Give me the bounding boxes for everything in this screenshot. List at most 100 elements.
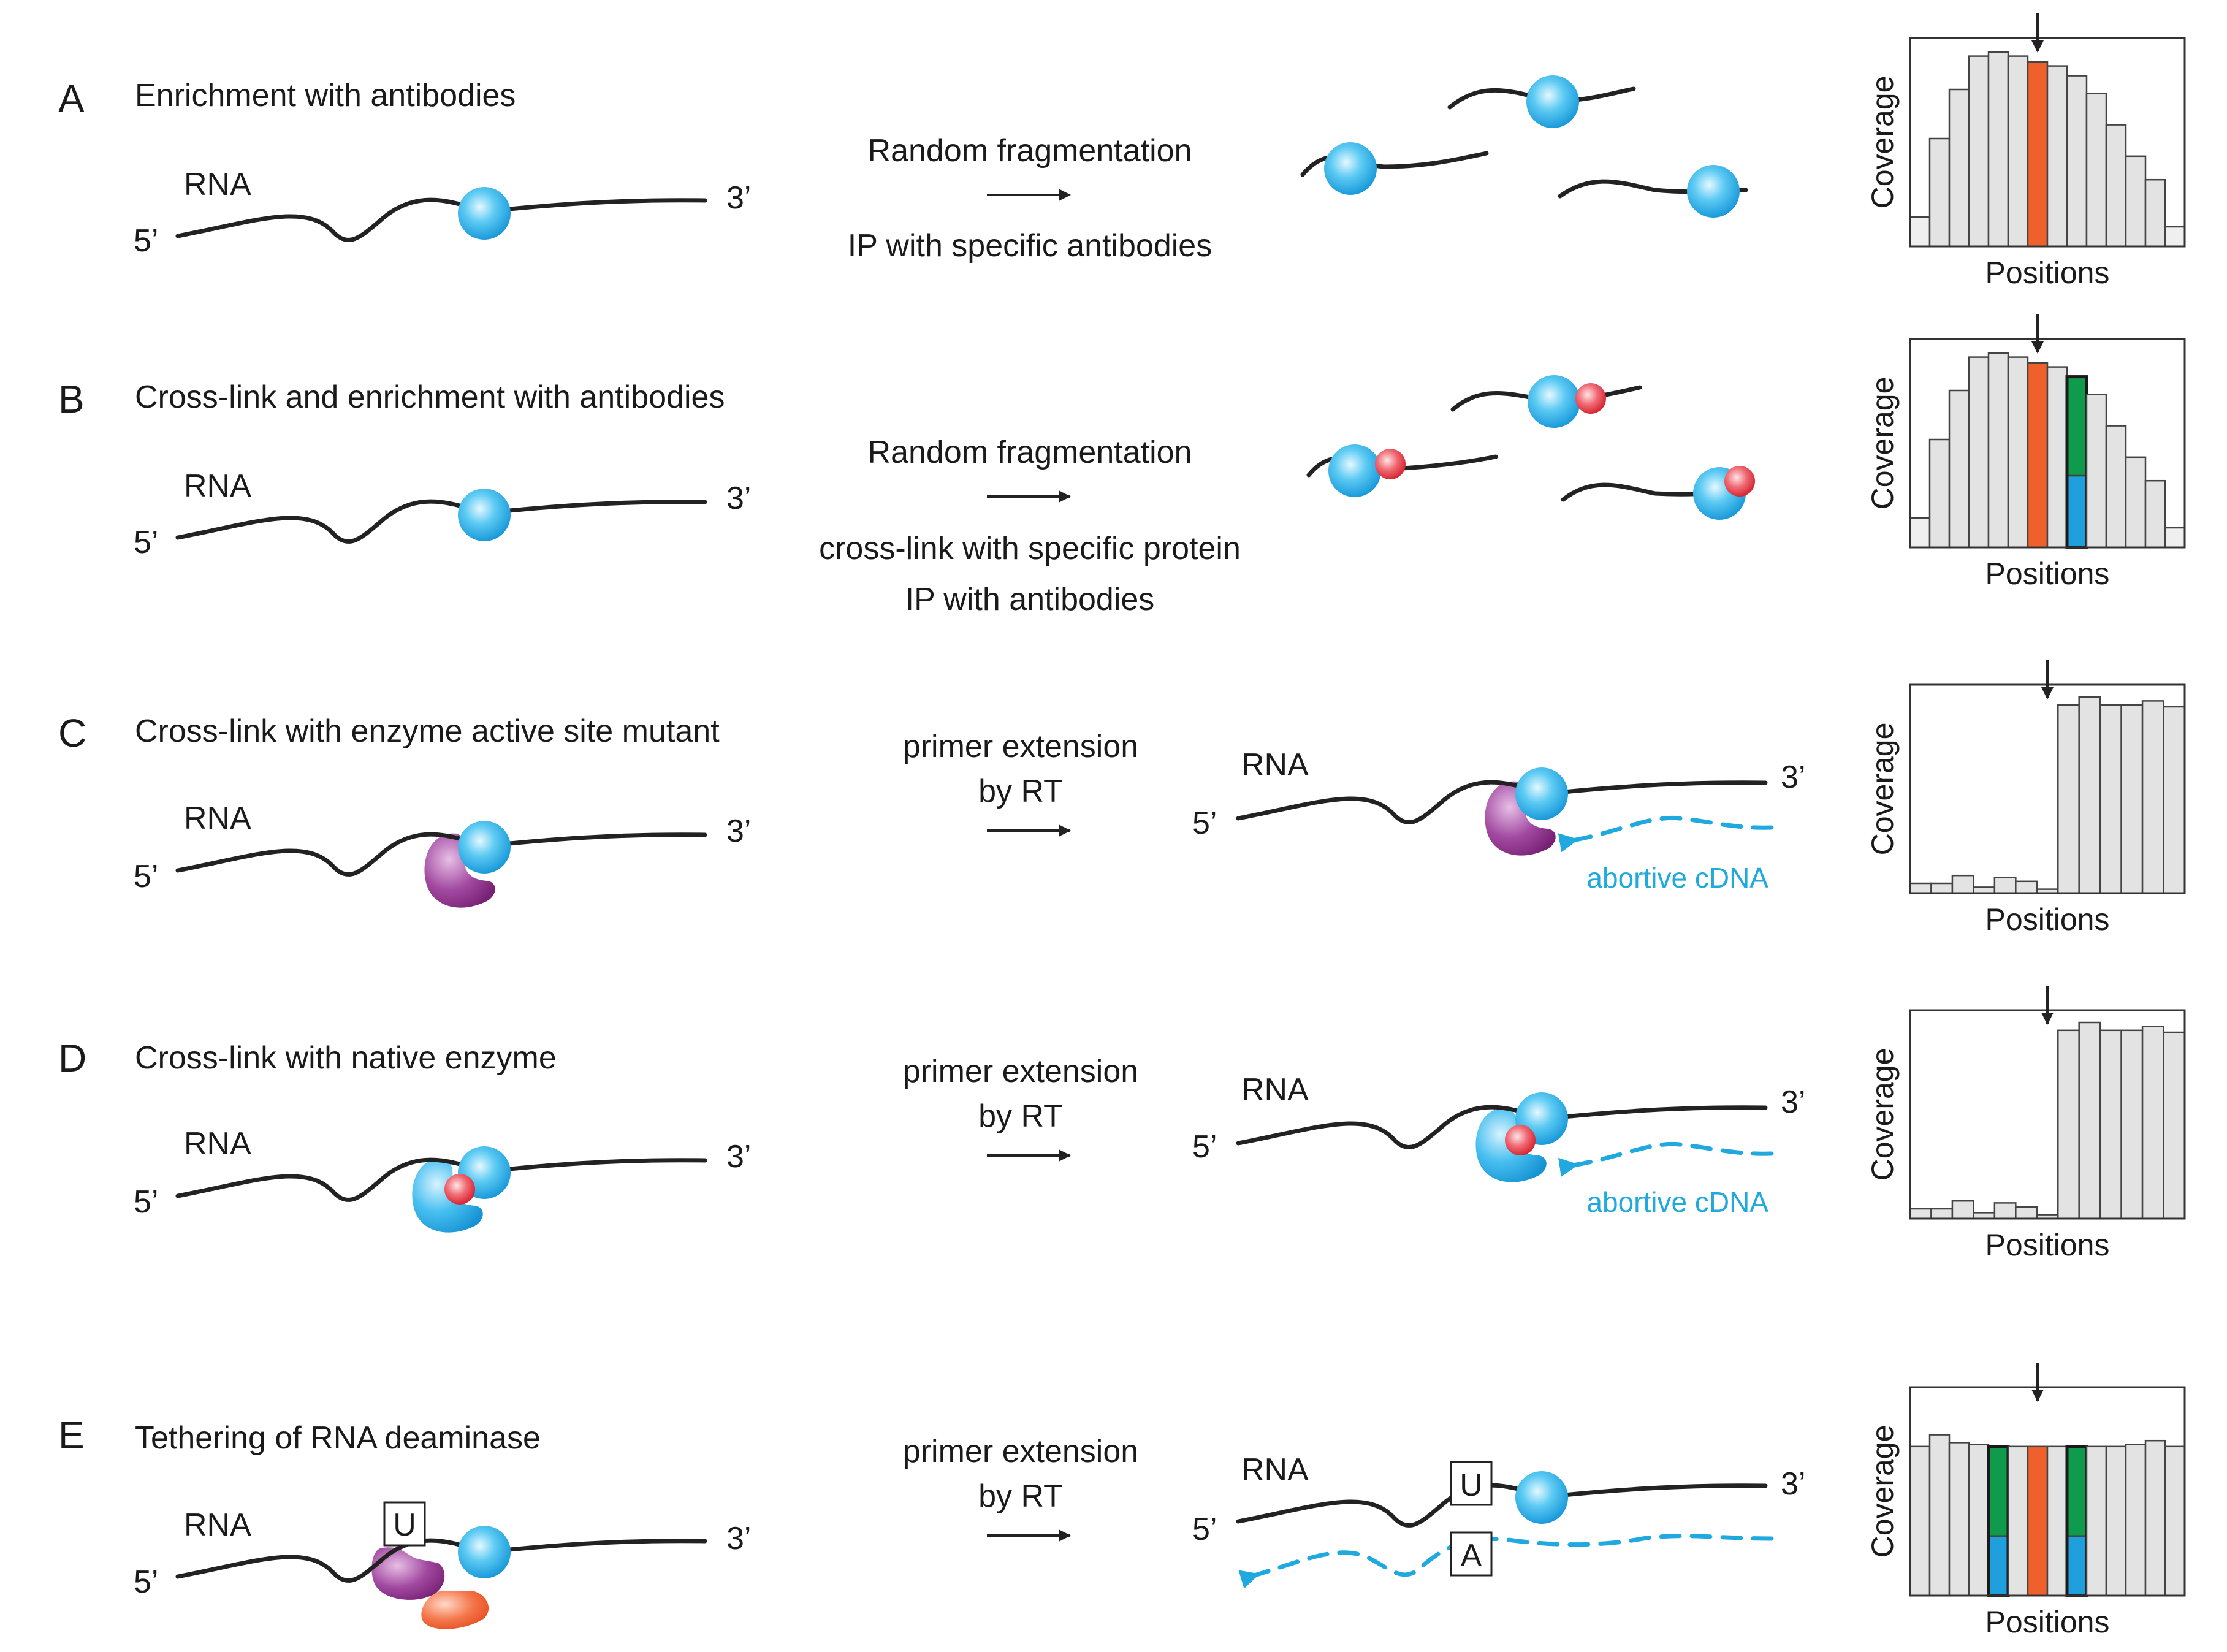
cdna-label: abortive cDNA [1586,1186,1768,1218]
rna-after-rt: RNA 5’ 3’ U A [1192,1452,1805,1589]
rna-binding-protein [1526,75,1579,128]
coverage-bar [1951,874,1974,894]
x-axis-label: Positions [1985,256,2110,290]
rna-strand [175,1538,707,1583]
rna-binding-protein [458,489,511,541]
crosslink-modification [1724,466,1755,497]
three-prime-label: 3’ [726,1139,751,1174]
rna-strand [1236,1483,1768,1528]
mutant-enzyme [424,833,495,908]
panel-title: Cross-link with native enzyme [135,1040,557,1076]
process-step: Random fragmentation cross-link with spe… [819,435,1241,617]
coverage-bar [1909,882,1932,894]
coverage-bar [1951,1200,1974,1220]
chart-frame [1909,1386,2186,1597]
crosslink-modification [1575,383,1606,414]
crosslink-modification [1375,449,1406,479]
process-step: Random fragmentation IP with specific an… [848,133,1212,264]
coverage-chart-d: Coverage Positions [1865,986,2186,1262]
coverage-bar-mismatch-blue [2066,1535,2088,1597]
coverage-chart-c: Coverage Positions [1865,660,2186,937]
five-prime-label: 5’ [134,525,158,560]
panel-letter: D [58,1036,86,1080]
coverage-bar-mismatch-green [2066,1445,2088,1537]
rna-binding-protein [458,1526,511,1578]
coverage-bar [2105,425,2127,549]
coverage-bar [2099,1029,2122,1220]
coverage-bar [2046,65,2068,248]
rna-strand [175,832,707,877]
five-prime-label: 5’ [134,1564,158,1600]
process-step: primer extension by RT [903,729,1138,837]
y-axis-label: Coverage [1865,1048,1900,1181]
coverage-bar [1909,517,1931,549]
step-line-1: primer extension [903,1434,1138,1469]
five-prime-label: 5’ [1192,1512,1217,1547]
step-line-1: Random fragmentation [868,435,1192,470]
x-axis-label: Positions [1985,1228,2110,1262]
abortive-cdna [1558,1141,1774,1177]
panel-letter: A [58,77,85,121]
coverage-bar [1987,51,2009,248]
nucleotide-label: U [1460,1467,1483,1503]
x-axis-label: Positions [1985,557,2110,591]
rna-fragments [1306,375,1755,520]
coverage-chart-b: Coverage Positions [1865,314,2186,591]
coverage-charts: CoveragePositionsCoveragePositionsCovera… [1865,13,2186,1639]
rna-binding-protein [1328,444,1381,497]
coverage-bar [2078,696,2101,894]
rna-label: RNA [184,167,251,202]
coverage-bar [2046,366,2068,549]
five-prime-label: 5’ [134,859,158,894]
coverage-bar [2144,479,2166,549]
rna-binding-protein [1528,375,1580,428]
coverage-bar [2066,75,2088,248]
step-line-2: by RT [978,1479,1063,1514]
rna-deaminase [421,1591,489,1629]
three-prime-label: 3’ [726,481,751,516]
nucleotide-label: U [393,1507,416,1543]
rna-intact: RNA 5’ 3’ U [134,1501,751,1629]
coverage-bar [2099,704,2122,894]
coverage-bar [1968,1444,1990,1597]
coverage-bar [1948,1442,1970,1597]
coverage-bar [2057,1029,2080,1220]
rna-label: RNA [1241,1452,1309,1488]
rna-strand [1236,780,1768,824]
step-line-1: primer extension [903,1054,1138,1089]
rna-intact: RNA 5’ 3’ [134,468,751,560]
coverage-bar [2046,1445,2068,1597]
step-line-3: IP with antibodies [905,582,1155,617]
cdna-label: abortive cDNA [1586,862,1768,894]
rna-binding-protein [1515,767,1568,820]
coverage-chart-a: Coverage Positions [1865,13,2186,290]
panel-c: C Cross-link with enzyme active site mut… [58,711,1805,908]
coverage-bar [2164,1445,2186,1597]
panel-title: Cross-link with enzyme active site mutan… [135,714,720,749]
rna-binding-protein [1687,165,1740,218]
rna-intact: RNA 5’ 3’ [134,801,751,908]
coverage-bar [1948,389,1970,549]
coverage-bar [2141,1026,2164,1220]
y-axis-label: Coverage [1865,1425,1900,1558]
coverage-bar [2125,456,2147,549]
coverage-bar [2057,704,2080,894]
rna-intact: RNA 5’ 3’ [134,1126,751,1233]
rna-label: RNA [184,801,251,836]
coverage-bar [1928,1434,1951,1597]
rna-binding-protein [1324,142,1377,195]
step-line-1: primer extension [903,729,1138,764]
nucleotide-box [1450,1461,1493,1506]
coverage-bar [1909,1445,1931,1597]
coverage-bar-mismatch-blue [1987,1535,2009,1597]
coverage-bar-mismatch-green [2066,376,2088,477]
coverage-bar [2015,1206,2038,1220]
panel-letter: C [58,711,86,755]
panel-title: Enrichment with antibodies [135,78,516,113]
x-axis-label: Positions [1985,1605,2110,1639]
coverage-bar [2120,704,2144,894]
coverage-bar [2120,1029,2144,1220]
three-prime-label: 3’ [1781,759,1805,795]
